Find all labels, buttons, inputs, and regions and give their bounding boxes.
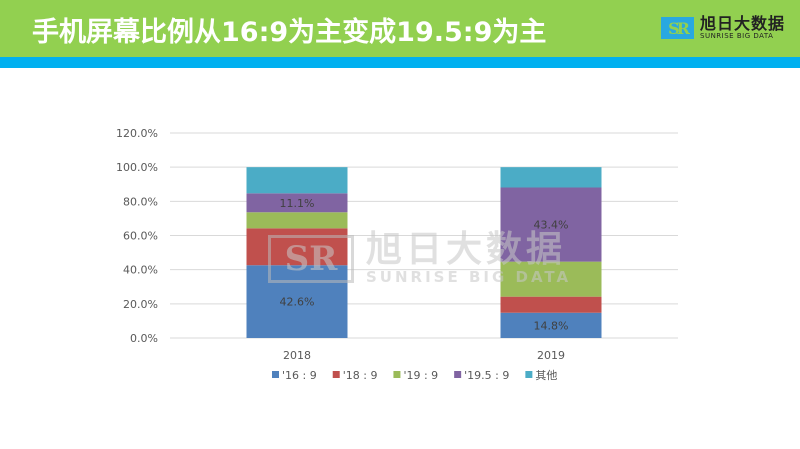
y-tick-label: 120.0% [116,127,158,140]
legend-label: '19 : 9 [403,369,438,382]
y-tick-label: 60.0% [123,230,158,243]
bar-segment [246,212,348,229]
bar-segment [500,167,602,188]
legend-label: 其他 [535,369,557,382]
logo: SR 旭日大数据 SUNRISE BIG DATA [661,16,785,40]
bar-segment [500,261,602,297]
logo-cn: 旭日大数据 [700,14,786,33]
bar-segment [246,228,348,266]
bar-segment [246,265,348,338]
page-title: 手机屏幕比例从16:9为主变成19.5:9为主 [32,17,547,48]
data-label: 42.6% [280,296,315,309]
y-tick-label: 20.0% [123,298,158,311]
bar-segment [500,296,602,313]
y-tick-label: 40.0% [123,264,158,277]
bar-segment [500,187,602,262]
header-stripe [0,57,800,68]
legend-swatch [454,371,462,378]
bar-segment [246,167,348,194]
logo-en: SUNRISE BIG DATA [700,32,774,40]
bar-segment [246,193,348,213]
legend-label: '18 : 9 [343,369,378,382]
y-tick-label: 80.0% [123,195,158,208]
legend-label: '19.5 : 9 [464,369,509,382]
legend-swatch [332,371,340,378]
logo-mark: SR [661,17,694,39]
x-tick-label: 2018 [283,349,311,362]
data-label: 11.1% [280,197,315,210]
data-label: 43.4% [534,219,569,232]
x-tick-label: 2019 [537,349,565,362]
legend-swatch [393,371,401,378]
data-label: 14.8% [534,319,569,332]
legend-swatch [272,371,279,378]
y-tick-label: 0.0% [130,332,158,345]
bar-segment [500,312,602,338]
legend-swatch [525,371,533,378]
legend-label: '16 : 9 [282,369,317,382]
y-tick-label: 100.0% [116,161,158,174]
